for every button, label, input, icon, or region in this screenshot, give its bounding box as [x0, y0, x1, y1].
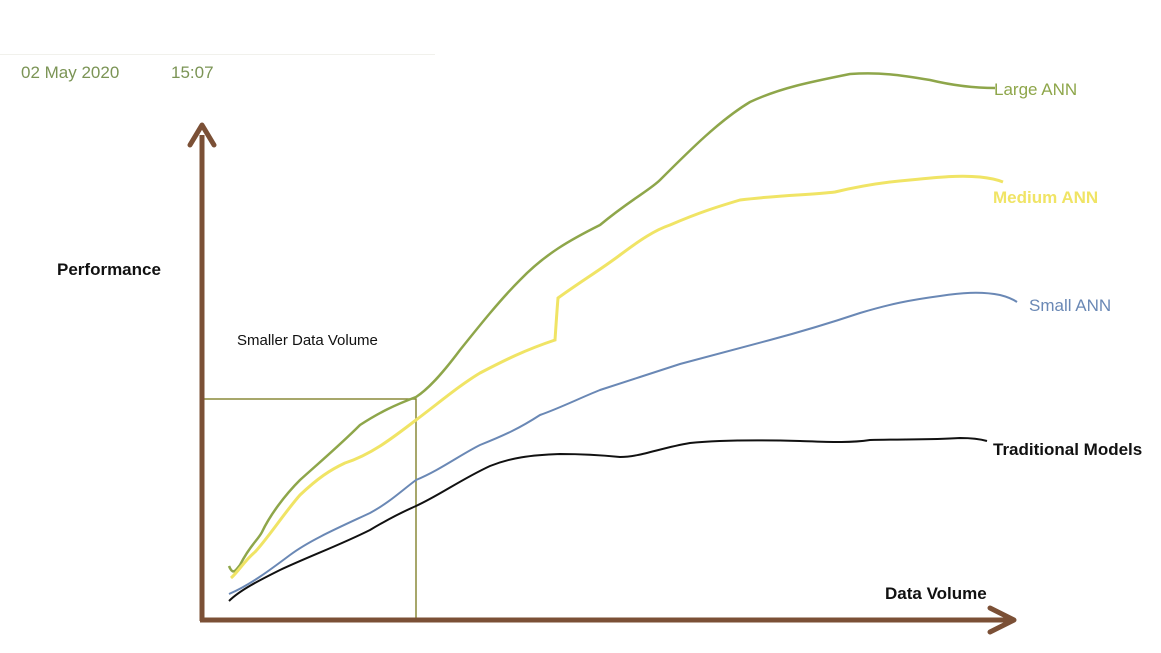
smaller-data-volume-box [202, 398, 417, 622]
series-label-traditional-models: Traditional Models [993, 440, 1142, 459]
time-label: 15:07 [171, 63, 214, 82]
header-divider [0, 54, 435, 55]
y-axis-arrowhead [187, 122, 217, 148]
series-label-large-ann: Large ANN [994, 80, 1077, 99]
large-ann-curve [227, 72, 996, 573]
y-axis-label: Performance [57, 260, 161, 279]
medium-ann-curve [229, 174, 1004, 580]
date-label: 02 May 2020 [21, 63, 120, 82]
series-label-medium-ann: Medium ANN [993, 188, 1098, 207]
traditional-models-curve [228, 436, 988, 602]
series-label-small-ann: Small ANN [1029, 296, 1111, 315]
x-axis-arrowhead [987, 605, 1017, 635]
small-ann-curve [228, 291, 1018, 595]
x-axis-label: Data Volume [885, 584, 987, 603]
region-label: Smaller Data Volume [237, 332, 378, 349]
